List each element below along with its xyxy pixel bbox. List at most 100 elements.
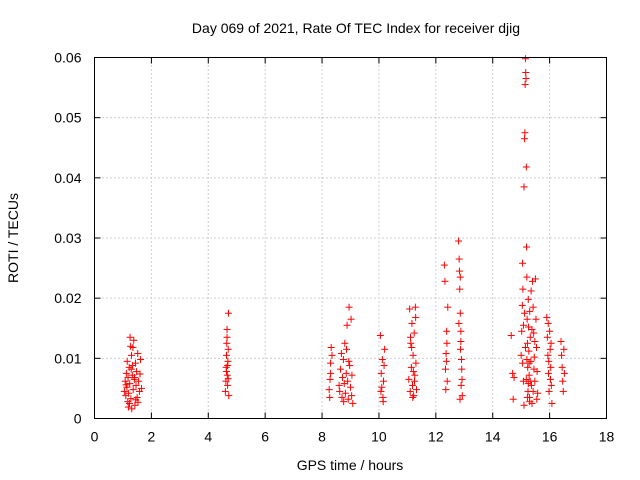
data-point [560, 345, 568, 353]
data-point [221, 387, 229, 395]
data-point [343, 345, 351, 353]
data-point [510, 374, 518, 382]
data-point [522, 75, 530, 83]
data-point [525, 371, 533, 379]
data-point [517, 351, 525, 359]
data-point [412, 359, 420, 367]
data-point [224, 362, 232, 370]
data-point [523, 393, 531, 401]
data-point [411, 377, 418, 385]
data-points [120, 55, 568, 413]
data-point [544, 351, 552, 359]
data-point [125, 399, 133, 407]
data-point [222, 368, 230, 376]
data-point [126, 333, 134, 341]
data-point [224, 309, 232, 317]
data-point [128, 405, 136, 413]
data-point [406, 387, 414, 395]
data-point [381, 345, 389, 353]
data-point [134, 398, 142, 406]
data-point [458, 365, 466, 373]
data-point [347, 315, 355, 323]
plot-frame [94, 57, 607, 419]
data-point [526, 307, 534, 315]
data-point [223, 339, 231, 347]
data-point [457, 356, 465, 364]
data-point [380, 362, 388, 370]
data-point [130, 336, 138, 344]
data-point [526, 377, 534, 385]
data-point [440, 261, 448, 269]
data-point [521, 55, 529, 63]
data-point [456, 273, 464, 281]
data-point [457, 327, 465, 335]
data-point [543, 333, 551, 341]
data-point [528, 325, 536, 333]
data-point [129, 344, 137, 352]
data-point [531, 337, 539, 345]
x-tick-label: 16 [542, 429, 558, 445]
y-tick-label: 0.06 [54, 50, 81, 66]
data-point [379, 377, 387, 385]
data-point [327, 344, 335, 352]
data-point [521, 81, 529, 89]
data-point [412, 313, 420, 321]
chart-title: Day 069 of 2021, Rate Of TEC Index for r… [192, 20, 520, 36]
data-point [456, 285, 464, 293]
data-point [443, 327, 451, 335]
data-point [345, 357, 353, 365]
data-point [222, 351, 230, 359]
data-point [344, 395, 352, 403]
data-point [522, 375, 530, 383]
data-point [131, 359, 139, 367]
data-point [328, 351, 336, 359]
y-tick-label: 0.03 [54, 230, 81, 246]
data-point [520, 183, 528, 191]
data-point [337, 350, 345, 358]
data-point [224, 381, 232, 389]
x-tick-label: 6 [261, 429, 269, 445]
data-point [458, 392, 466, 400]
data-point [534, 389, 542, 397]
data-point [129, 386, 137, 394]
data-point [124, 403, 132, 411]
data-point [520, 401, 528, 409]
data-point [456, 309, 464, 317]
data-point [121, 377, 129, 385]
data-point [455, 237, 463, 245]
data-point [378, 383, 386, 391]
data-point [335, 381, 343, 389]
data-point [132, 381, 140, 389]
data-point [406, 305, 414, 313]
data-point [519, 377, 527, 385]
data-point [125, 389, 133, 397]
data-point [525, 347, 533, 355]
data-point [326, 393, 334, 401]
data-point [559, 377, 567, 385]
x-tick-label: 0 [91, 429, 99, 445]
data-point [457, 337, 465, 345]
y-tick-label: 0.04 [54, 170, 81, 186]
data-point [134, 350, 142, 358]
data-point [521, 309, 529, 317]
data-point [339, 356, 347, 364]
data-point [529, 387, 537, 395]
data-point [527, 381, 535, 389]
data-point [522, 69, 530, 77]
data-point [523, 273, 531, 281]
data-point [224, 375, 232, 383]
data-point [529, 303, 537, 311]
y-tick-label: 0.05 [54, 110, 81, 126]
data-point [546, 375, 554, 383]
data-point [337, 365, 345, 373]
y-tick-labels: 0 0.01 0.02 0.03 0.04 0.05 0.06 [54, 50, 81, 427]
x-tick-label: 12 [428, 429, 444, 445]
data-point [548, 399, 556, 407]
data-point [127, 395, 135, 403]
data-point [519, 285, 527, 293]
data-point [341, 389, 349, 397]
y-tick-label: 0.02 [54, 290, 81, 306]
data-point [405, 375, 413, 383]
data-point [126, 380, 134, 388]
data-point [137, 384, 145, 392]
